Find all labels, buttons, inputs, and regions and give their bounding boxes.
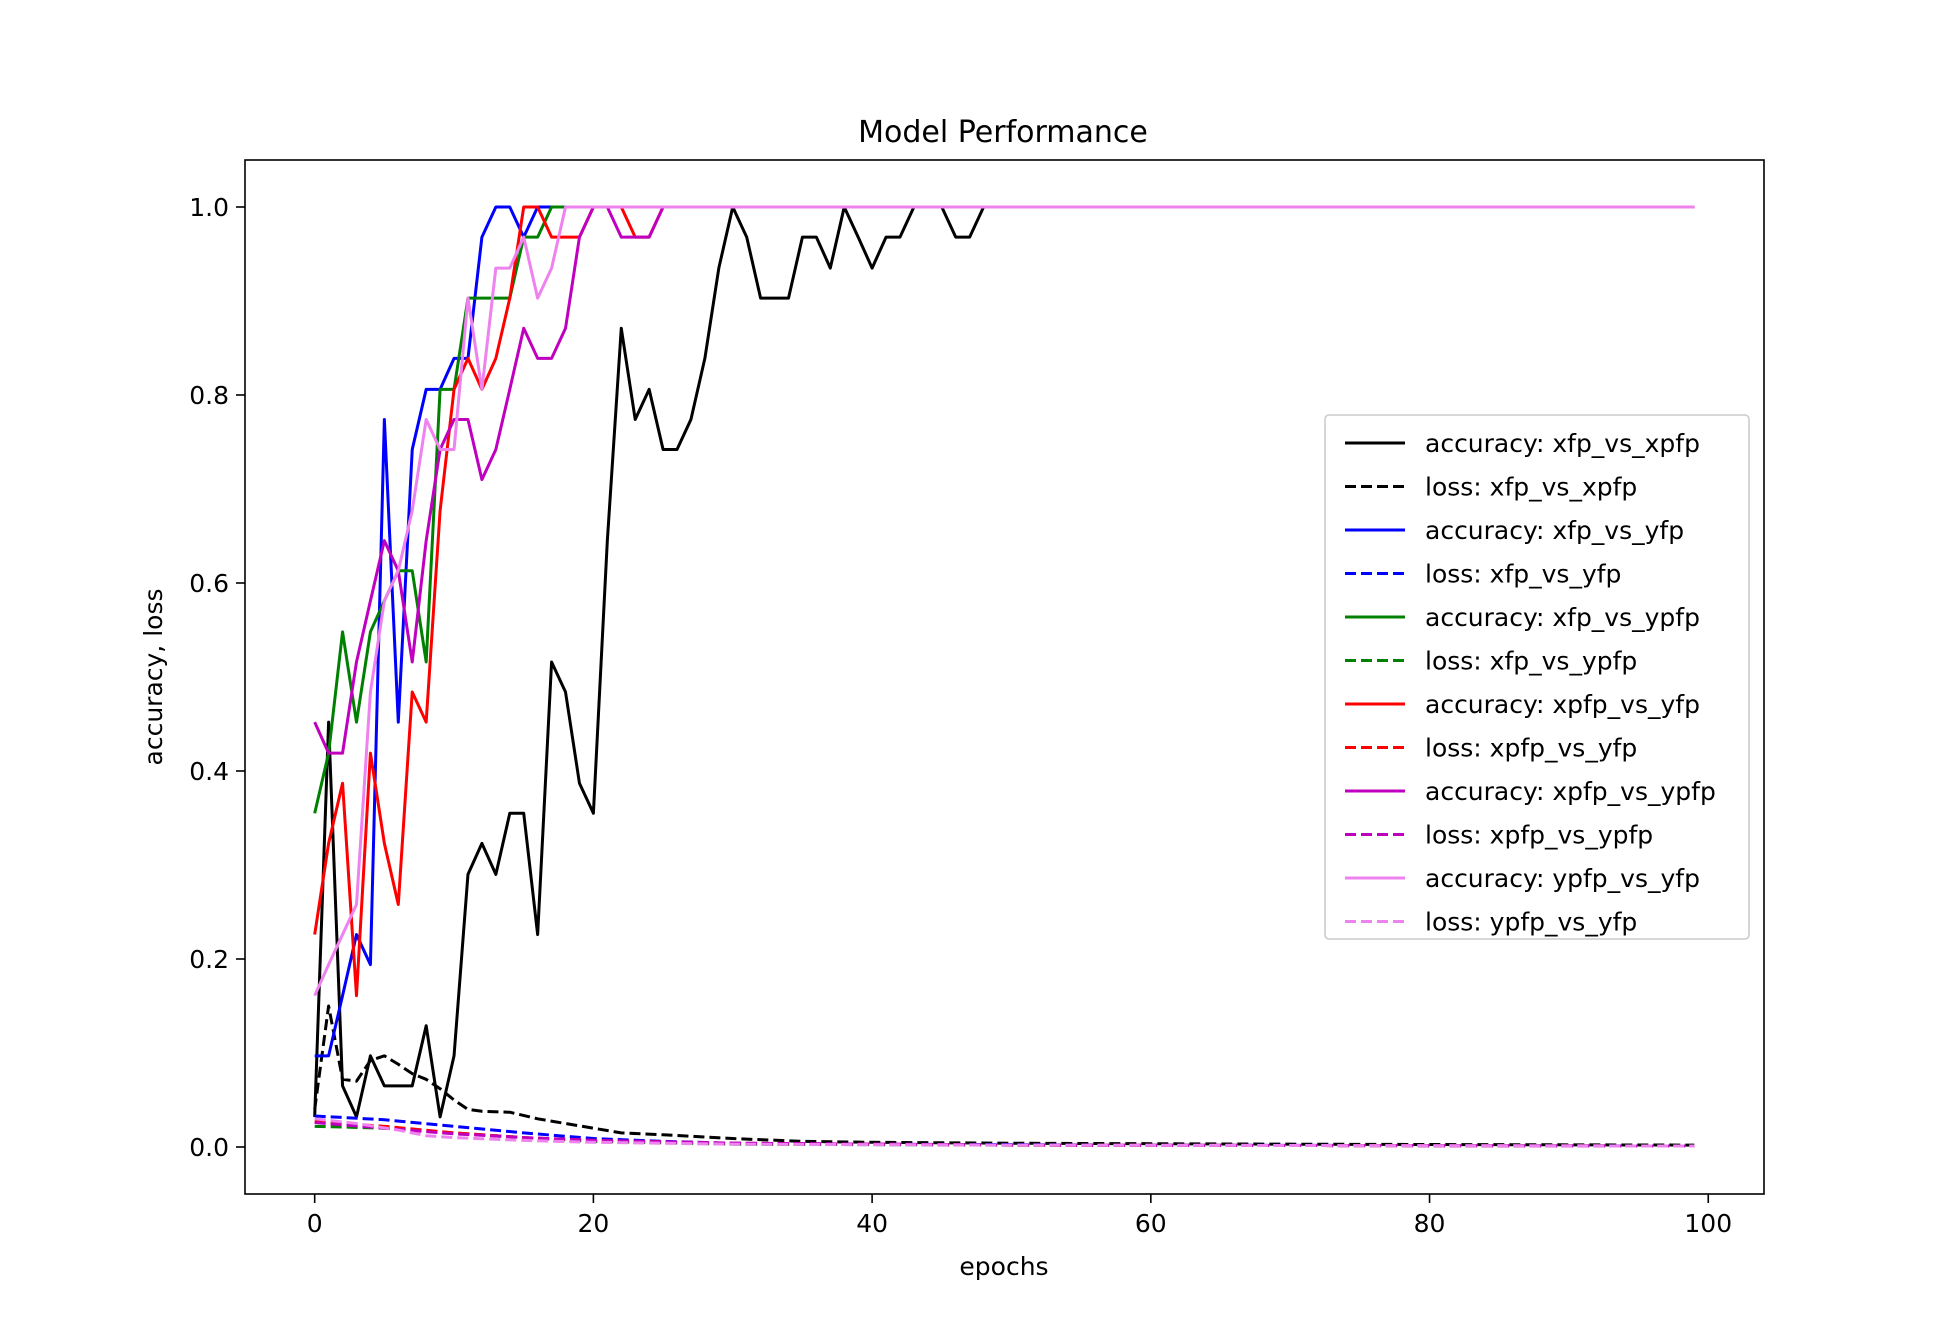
x-tick-label: 40	[856, 1209, 888, 1238]
legend-entry-loss-xpfp-vs-yfp: loss: xpfp_vs_yfp	[1425, 734, 1637, 763]
y-axis-label: accuracy, loss	[139, 589, 168, 766]
legend-entry-loss-xfp-vs-ypfp: loss: xfp_vs_ypfp	[1425, 647, 1637, 676]
series-line-loss-xfp-vs-xpfp	[313, 1004, 1695, 1147]
series-line-accuracy-ypfp-vs-yfp	[313, 205, 1695, 997]
x-tick-label: 0	[307, 1209, 323, 1238]
x-tick-label: 80	[1414, 1209, 1446, 1238]
series-line-accuracy-xpfp-vs-ypfp	[313, 205, 1695, 755]
x-tick-label: 20	[577, 1209, 609, 1238]
plot-frame	[244, 159, 1765, 1195]
y-tick-label: 0.4	[189, 757, 229, 786]
y-tick-label: 0.2	[189, 945, 229, 974]
legend: accuracy: xfp_vs_xpfp loss: xfp_vs_xpfpac…	[1324, 414, 1750, 940]
legend-entry-accuracy-xpfp-vs-ypfp: accuracy: xpfp_vs_ypfp	[1425, 777, 1716, 806]
y-tick-label: 1.0	[189, 193, 229, 222]
series-line-accuracy-xfp-vs-xpfp	[313, 205, 1695, 1119]
legend-entry-accuracy-xfp-vs-xpfp: accuracy: xfp_vs_xpfp	[1425, 429, 1700, 458]
legend-entry-loss-ypfp-vs-yfp: loss: ypfp_vs_yfp	[1425, 908, 1637, 937]
y-tick-label: 0.8	[189, 381, 229, 410]
x-axis: 0 20 40 60 80 100	[307, 1194, 1732, 1238]
legend-entry-loss-xpfp-vs-ypfp: loss: xpfp_vs_ypfp	[1425, 821, 1653, 850]
x-axis-label: epochs	[959, 1252, 1048, 1281]
x-tick-label: 100	[1684, 1209, 1732, 1238]
y-tick-label: 0.6	[189, 569, 229, 598]
legend-entry-loss-xfp-vs-xpfp: loss: xfp_vs_xpfp	[1425, 473, 1637, 502]
legend-entry-accuracy-xfp-vs-ypfp: accuracy: xfp_vs_ypfp	[1425, 603, 1700, 632]
legend-entry-accuracy-xpfp-vs-yfp: accuracy: xpfp_vs_yfp	[1425, 690, 1700, 719]
chart-title: Model Performance	[858, 115, 1148, 150]
legend-entry-accuracy-xfp-vs-yfp: accuracy: xfp_vs_yfp	[1425, 516, 1684, 545]
legend-entry-loss-xfp-vs-yfp: loss: xfp_vs_yfp	[1425, 560, 1621, 589]
x-tick-label: 60	[1135, 1209, 1167, 1238]
plot-area	[313, 205, 1695, 1148]
legend-entry-accuracy-ypfp-vs-yfp: accuracy: ypfp_vs_yfp	[1425, 864, 1700, 893]
legend-frame	[1324, 414, 1750, 940]
y-axis: 0.0 0.2 0.4 0.6 0.8 1.0	[189, 193, 245, 1162]
y-tick-label: 0.0	[189, 1133, 229, 1162]
